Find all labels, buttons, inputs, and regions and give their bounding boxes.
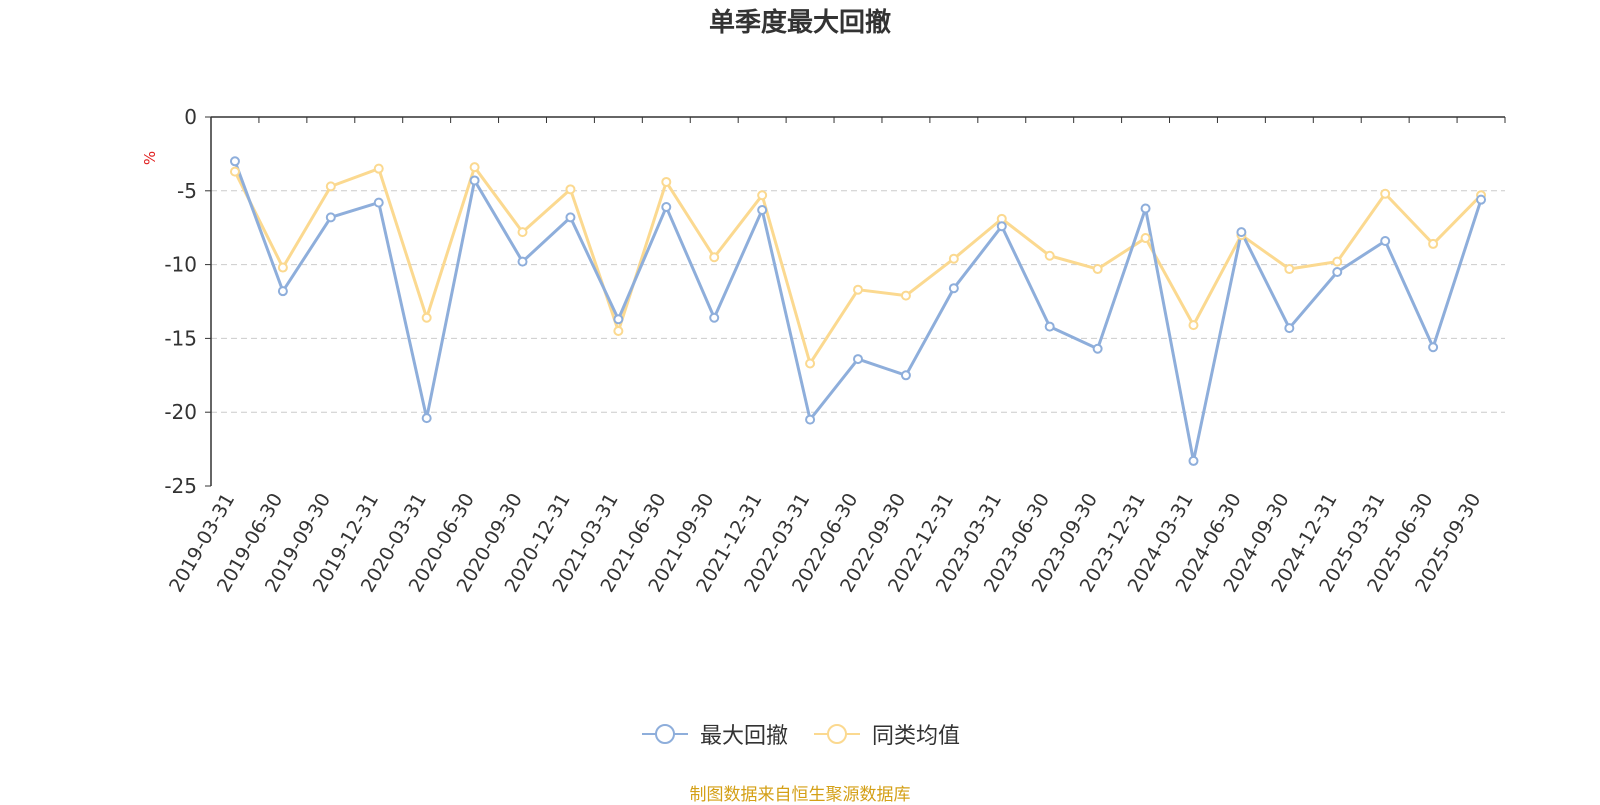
series-line-1 [233,160,1483,463]
series-2-point[interactable] [948,253,959,264]
series-1-point[interactable] [325,212,336,223]
series-1-point[interactable] [1092,343,1103,354]
series-2-point[interactable] [277,262,288,273]
series-1-point[interactable] [996,221,1007,232]
series-2-point[interactable] [469,162,480,173]
series-1-point[interactable] [1044,321,1055,332]
series-line-2 [233,165,1483,365]
legend-label-series1: 最大回撤 [699,724,788,749]
series-1-point[interactable] [709,312,720,323]
series-2-point[interactable] [1380,188,1391,199]
series-2-point[interactable] [373,163,384,174]
series-1-point[interactable] [853,354,863,365]
series-2-point[interactable] [757,190,768,201]
legend-label-series2: 同类均值 [872,724,961,749]
series-2-point[interactable] [1140,233,1151,244]
series-1-point[interactable] [613,314,624,325]
legend-item-series2[interactable]: 同类均值 [812,718,960,750]
series-1-point[interactable] [1428,342,1439,353]
series-1-point[interactable] [517,256,528,267]
y-tick-label: -20 [164,400,197,424]
series-2-point[interactable] [1428,238,1439,249]
series-1-point[interactable] [421,413,432,424]
legend-item-series1[interactable]: 最大回撤 [640,718,788,750]
y-tick-label: -10 [164,253,197,277]
series-1-point[interactable] [1188,455,1199,466]
series-2-point[interactable] [805,358,816,369]
series-2-point[interactable] [661,176,672,187]
y-tick-labels: 0 -5 -10 -15 -20 -25 [164,105,197,498]
y-tick-label: -25 [164,474,197,498]
legend-series2-icon [814,724,860,744]
chart-title: 单季度最大回撤 [708,8,891,38]
series-2-point[interactable] [1092,264,1103,275]
series-2-point[interactable] [853,284,863,295]
series-1-point[interactable] [229,156,240,167]
series-lines [229,156,1487,466]
series-1-point[interactable] [757,204,768,215]
y-tick-label: 0 [184,105,197,129]
series-2-point[interactable] [709,252,720,263]
series-2-point[interactable] [517,227,528,238]
y-axis-unit-label: % [141,151,159,165]
series-1-point[interactable] [661,202,672,213]
series-1-point[interactable] [469,175,480,186]
series-1-point[interactable] [805,414,816,425]
series-2-point[interactable] [1188,320,1199,331]
series-1-point[interactable] [1380,235,1391,246]
series-2-point[interactable] [1332,256,1343,267]
series-1-point[interactable] [565,212,576,223]
series-2-point[interactable] [325,181,336,192]
series-1-point[interactable] [1236,227,1247,238]
series-1-point[interactable] [900,370,911,381]
series-2-point[interactable] [900,290,911,301]
series-1-point[interactable] [1332,266,1343,277]
series-1-point[interactable] [948,283,959,294]
axes [205,116,1506,487]
series-1-point[interactable] [1140,203,1151,214]
legend: 最大回撤 同类均值 [0,718,1600,750]
series-2-point[interactable] [421,312,432,323]
series-2-point[interactable] [1284,264,1295,275]
x-tick-labels: 2019-03-312019-06-302019-09-302019-12-31… [165,489,1485,596]
series-1-point[interactable] [373,197,384,208]
series-1-point[interactable] [1476,194,1487,205]
legend-series1-icon [641,724,688,744]
series-2-point[interactable] [613,326,624,337]
y-tick-label: -5 [177,179,197,203]
y-tick-label: -15 [164,326,197,350]
series-2-point[interactable] [1044,250,1055,261]
series-1-point[interactable] [277,286,288,297]
series-2-point[interactable] [565,184,576,195]
source-note: 制图数据来自恒生聚源数据库 [689,785,911,805]
series-1-point[interactable] [1284,323,1295,334]
series-2-point[interactable] [229,166,240,177]
